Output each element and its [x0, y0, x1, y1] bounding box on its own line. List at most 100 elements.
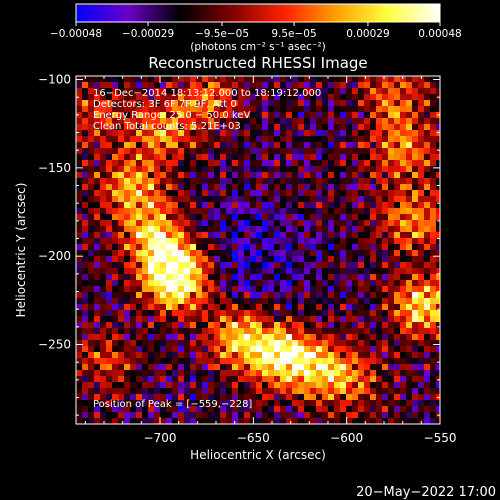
heatmap-cell — [100, 280, 106, 286]
heatmap-cell — [280, 112, 286, 118]
heatmap-cell — [316, 106, 322, 112]
heatmap-cell — [238, 292, 244, 298]
heatmap-cell — [328, 214, 334, 220]
heatmap-cell — [376, 244, 382, 250]
heatmap-cell — [88, 178, 94, 184]
heatmap-cell — [172, 274, 178, 280]
heatmap-cell — [358, 148, 364, 154]
heatmap-cell — [208, 400, 214, 406]
heatmap-cell — [214, 388, 220, 394]
heatmap-cell — [166, 238, 172, 244]
heatmap-cell — [364, 352, 370, 358]
heatmap-cell — [130, 142, 136, 148]
heatmap-cell — [436, 406, 440, 412]
heatmap-cell — [268, 160, 274, 166]
heatmap-cell — [256, 376, 262, 382]
heatmap-cell — [208, 394, 214, 400]
heatmap-cell — [430, 334, 436, 340]
heatmap-cell — [148, 106, 154, 112]
heatmap-cell — [172, 358, 178, 364]
heatmap-cell — [418, 286, 424, 292]
heatmap-cell — [94, 370, 100, 376]
heatmap-cell — [346, 280, 352, 286]
heatmap-cell — [112, 412, 118, 418]
heatmap-cell — [436, 310, 440, 316]
heatmap-cell — [250, 112, 256, 118]
heatmap-cell — [268, 412, 274, 418]
heatmap-cell — [112, 400, 118, 406]
heatmap-cell — [190, 76, 196, 82]
heatmap-cell — [136, 226, 142, 232]
heatmap-cell — [190, 100, 196, 106]
heatmap-cell — [286, 376, 292, 382]
heatmap-cell — [154, 142, 160, 148]
heatmap-cell — [184, 388, 190, 394]
heatmap-cell — [400, 106, 406, 112]
heatmap-cell — [244, 244, 250, 250]
heatmap-cell — [172, 214, 178, 220]
heatmap-cell — [166, 88, 172, 94]
heatmap-cell — [154, 124, 160, 130]
heatmap-cell — [214, 256, 220, 262]
heatmap-cell — [190, 268, 196, 274]
heatmap-cell — [124, 148, 130, 154]
heatmap-cell — [190, 286, 196, 292]
heatmap-cell — [238, 118, 244, 124]
heatmap-cell — [334, 382, 340, 388]
heatmap-cell — [244, 148, 250, 154]
heatmap-cell — [202, 340, 208, 346]
heatmap-cell — [160, 298, 166, 304]
heatmap-cell — [328, 412, 334, 418]
heatmap-cell — [436, 370, 440, 376]
heatmap-cell — [262, 340, 268, 346]
heatmap-cell — [358, 334, 364, 340]
heatmap-cell — [262, 370, 268, 376]
heatmap-cell — [298, 352, 304, 358]
heatmap-cell — [244, 106, 250, 112]
heatmap-cell — [286, 292, 292, 298]
heatmap-cell — [154, 310, 160, 316]
heatmap-cell — [298, 298, 304, 304]
heatmap-cell — [340, 196, 346, 202]
heatmap-cell — [268, 100, 274, 106]
heatmap-cell — [166, 268, 172, 274]
heatmap-cell — [400, 214, 406, 220]
heatmap-cell — [352, 100, 358, 106]
heatmap-cell — [136, 358, 142, 364]
heatmap-cell — [172, 76, 178, 82]
heatmap-cell — [124, 298, 130, 304]
heatmap-cell — [100, 100, 106, 106]
heatmap-cell — [160, 124, 166, 130]
heatmap-cell — [256, 202, 262, 208]
heatmap-cell — [100, 196, 106, 202]
heatmap-cell — [256, 418, 262, 424]
heatmap-cell — [328, 256, 334, 262]
heatmap-cell — [160, 292, 166, 298]
heatmap-cell — [226, 208, 232, 214]
heatmap-cell — [136, 298, 142, 304]
heatmap-cell — [430, 352, 436, 358]
heatmap-cell — [334, 76, 340, 82]
heatmap-cell — [88, 352, 94, 358]
heatmap-cell — [274, 268, 280, 274]
heatmap-cell — [436, 394, 440, 400]
heatmap-cell — [310, 172, 316, 178]
heatmap-cell — [334, 154, 340, 160]
heatmap-cell — [262, 100, 268, 106]
heatmap-cell — [154, 364, 160, 370]
heatmap-cell — [130, 412, 136, 418]
heatmap-cell — [304, 250, 310, 256]
heatmap-cell — [268, 208, 274, 214]
heatmap-cell — [190, 94, 196, 100]
heatmap-cell — [436, 328, 440, 334]
heatmap-cell — [214, 418, 220, 424]
heatmap-cell — [196, 220, 202, 226]
heatmap-cell — [88, 400, 94, 406]
heatmap-cell — [436, 202, 440, 208]
heatmap-cell — [124, 346, 130, 352]
heatmap-cell — [202, 388, 208, 394]
heatmap-cell — [364, 244, 370, 250]
heatmap-cell — [142, 298, 148, 304]
heatmap-cell — [256, 154, 262, 160]
heatmap-cell — [88, 286, 94, 292]
